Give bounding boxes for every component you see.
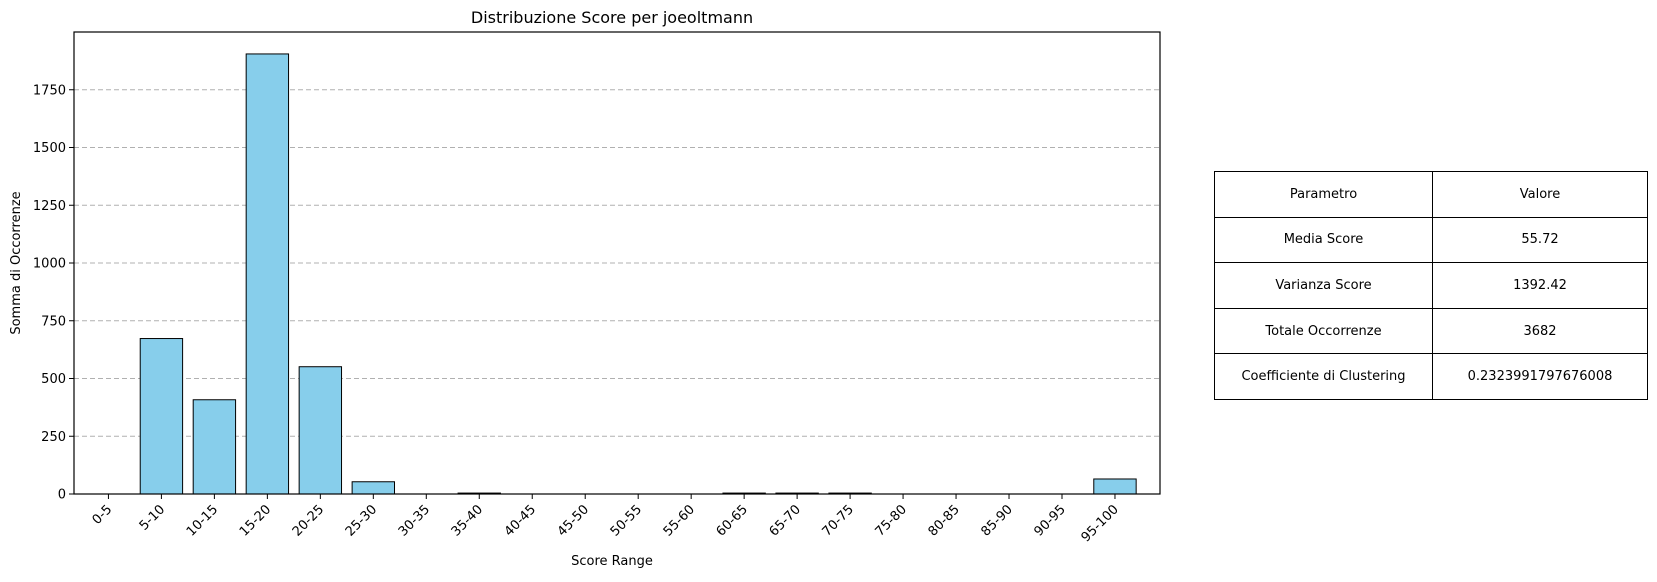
x-tick-label: 75-80 (873, 502, 910, 539)
table-header-cell: Valore (1432, 171, 1648, 218)
chart-title: Distribuzione Score per joeoltmann (471, 8, 753, 27)
table-header-row: Parametro Valore (1214, 171, 1648, 218)
x-tick-label: 25-30 (343, 502, 380, 539)
x-ticks: 0-5 5-10 10-15 15-20 20-25 25-30 30-35 35-40 40-… (90, 494, 1122, 545)
x-tick-label: 95-100 (1079, 502, 1122, 545)
x-tick-label: 55-60 (661, 502, 698, 539)
bar (351, 481, 396, 495)
x-tick-label: 60-65 (714, 502, 751, 539)
y-tick-label: 500 (41, 372, 66, 387)
table-row: Totale Occorrenze 3682 (1214, 307, 1648, 355)
table-header-cell: Parametro (1214, 171, 1433, 218)
table-cell-parameter: Media Score (1214, 216, 1433, 264)
bar (1093, 478, 1137, 495)
table-cell-value: 1392.42 (1432, 262, 1648, 309)
bar (139, 338, 184, 495)
x-tick-label: 40-45 (502, 502, 539, 539)
table-cell-value: 0.2323991797676008 (1432, 353, 1648, 400)
y-tick-label: 0 (58, 488, 66, 503)
x-tick-label: 30-35 (396, 502, 433, 539)
x-tick-label: 0-5 (90, 502, 116, 528)
y-axis-label: Somma di Occorrenze (9, 191, 24, 334)
y-tick-label: 1500 (33, 141, 66, 156)
y-ticks: 0 250 500 750 1000 1250 1500 1750 (33, 83, 74, 503)
x-tick-label: 20-25 (290, 502, 327, 539)
bar (298, 366, 343, 495)
x-tick-label: 70-75 (820, 502, 857, 539)
x-tick-label: 5-10 (137, 502, 168, 533)
x-tick-label: 65-70 (767, 502, 804, 539)
table-cell-parameter: Varianza Score (1214, 262, 1433, 309)
table-cell-parameter: Totale Occorrenze (1214, 307, 1433, 355)
table-row: Coefficiente di Clustering 0.23239917976… (1214, 353, 1648, 400)
bars (139, 53, 1137, 495)
x-tick-label: 80-85 (926, 502, 963, 539)
y-tick-label: 1000 (33, 257, 66, 272)
x-tick-label: 15-20 (237, 502, 274, 539)
table-cell-value: 3682 (1432, 307, 1648, 355)
x-tick-label: 85-90 (979, 502, 1016, 539)
y-tick-label: 250 (41, 430, 66, 445)
y-tick-label: 1250 (33, 199, 66, 214)
y-tick-label: 1750 (33, 83, 66, 98)
table-row: Media Score 55.72 (1214, 216, 1648, 264)
table-cell-value: 55.72 (1432, 216, 1648, 264)
grid-lines (74, 89, 1160, 437)
y-tick-label: 750 (41, 314, 66, 329)
x-axis-label: Score Range (571, 554, 653, 569)
stats-table: Parametro Valore Media Score 55.72 Varia… (1214, 171, 1648, 400)
x-tick-label: 50-55 (608, 502, 645, 539)
table-cell-parameter: Coefficiente di Clustering (1214, 353, 1433, 400)
x-tick-label: 45-50 (555, 502, 592, 539)
x-tick-label: 10-15 (184, 502, 221, 539)
bar (245, 53, 290, 495)
x-tick-label: 90-95 (1032, 502, 1069, 539)
table-row: Varianza Score 1392.42 (1214, 262, 1648, 309)
x-tick-label: 35-40 (449, 502, 486, 539)
bar (192, 399, 237, 495)
